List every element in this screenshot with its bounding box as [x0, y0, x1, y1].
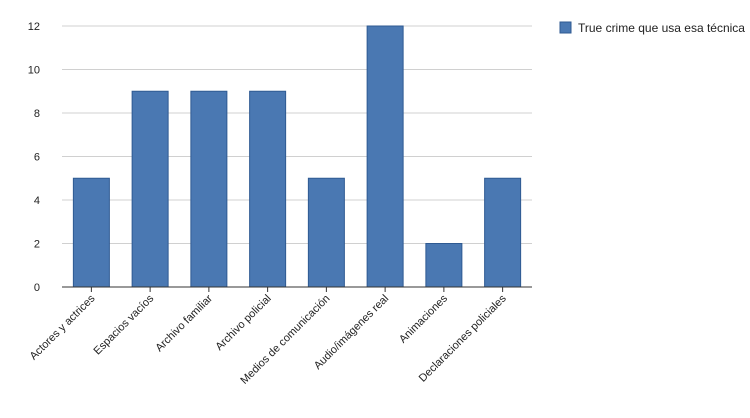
- y-tick-label: 10: [28, 65, 40, 77]
- y-tick-label: 8: [34, 108, 40, 120]
- bar-3: [249, 90, 287, 288]
- y-tick-label: 2: [34, 239, 40, 251]
- bar-6: [425, 243, 463, 288]
- axes: [62, 286, 532, 292]
- y-tick-labels: 0 2 4 6 8 10 12: [28, 21, 40, 294]
- bar-4: [307, 177, 345, 288]
- bar-7: [484, 177, 522, 288]
- bar-2: [190, 90, 228, 288]
- legend-label: True crime que usa esa técnica: [578, 21, 745, 35]
- legend-swatch: [559, 21, 572, 34]
- legend: True crime que usa esa técnica: [559, 21, 745, 35]
- bar-1: [131, 90, 169, 288]
- bar-5: [366, 25, 404, 288]
- y-tick-label: 4: [34, 195, 40, 207]
- bars: [72, 25, 522, 288]
- x-category-label: Archivo policial: [213, 293, 273, 353]
- x-category-label: Actores y actrices: [28, 292, 98, 362]
- x-category-label: Archivo familiar: [153, 292, 215, 354]
- x-category-label: Animaciones: [397, 292, 450, 345]
- y-tick-label: 12: [28, 21, 40, 33]
- x-category-label: Espacios vacíos: [92, 292, 157, 357]
- y-tick-label: 6: [34, 152, 40, 164]
- bar-0: [72, 177, 110, 288]
- y-tick-label: 0: [34, 282, 40, 294]
